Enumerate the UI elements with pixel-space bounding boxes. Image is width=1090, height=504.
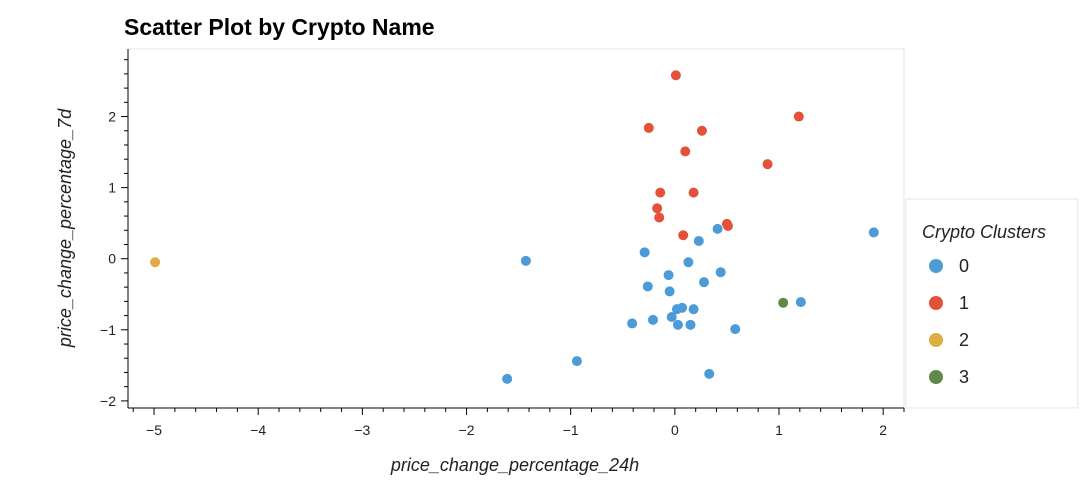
x-tick-label: −4 <box>250 422 266 438</box>
data-point-cluster-1 <box>678 230 689 241</box>
data-point-cluster-1 <box>654 212 665 223</box>
data-point-cluster-1 <box>680 146 691 157</box>
legend-title: Crypto Clusters <box>922 222 1046 242</box>
y-tick-label: −2 <box>100 393 116 409</box>
x-tick-label: −1 <box>563 422 579 438</box>
data-point-cluster-0 <box>502 373 513 384</box>
x-axis-label: price_change_percentage_24h <box>390 455 639 475</box>
data-point-cluster-1 <box>655 187 666 198</box>
y-tick-label: −1 <box>100 322 116 338</box>
axes: −5 −4 −3 −2 −1 0 1 2 −2 −1 0 1 2 <box>100 49 905 438</box>
data-point-cluster-0 <box>730 324 741 335</box>
data-point-cluster-0 <box>639 247 650 258</box>
legend-marker-cluster-1 <box>929 296 943 310</box>
data-point-cluster-3 <box>778 297 789 308</box>
data-point-cluster-0 <box>693 235 704 246</box>
data-point-cluster-0 <box>520 255 531 266</box>
plot-frame <box>127 48 905 409</box>
legend-label-cluster-1: 1 <box>959 293 969 313</box>
data-point-cluster-0 <box>685 319 696 330</box>
legend-marker-cluster-2 <box>929 333 943 347</box>
data-point-cluster-0 <box>683 257 694 268</box>
x-tick-label: 2 <box>879 422 887 438</box>
data-point-cluster-1 <box>793 111 804 122</box>
x-tick-label: 1 <box>775 422 783 438</box>
data-point-cluster-1 <box>652 203 663 214</box>
legend-label-cluster-2: 2 <box>959 330 969 350</box>
legend-marker-cluster-3 <box>929 370 943 384</box>
legend-items: 0 1 2 3 <box>929 256 969 387</box>
y-tick-label: 2 <box>108 109 116 125</box>
x-ticks: −5 −4 −3 −2 −1 0 1 2 <box>132 408 905 438</box>
data-point-cluster-0 <box>672 319 683 330</box>
y-tick-label: 1 <box>108 180 116 196</box>
y-tick-label: 0 <box>108 251 116 267</box>
chart-title: Scatter Plot by Crypto Name <box>124 14 435 40</box>
data-point-cluster-0 <box>627 318 638 329</box>
x-tick-label: −2 <box>459 422 475 438</box>
x-tick-label: −5 <box>146 422 162 438</box>
y-ticks: −2 −1 0 1 2 <box>100 59 128 409</box>
x-tick-label: −3 <box>354 422 370 438</box>
data-points <box>150 70 879 384</box>
data-point-cluster-0 <box>642 281 653 292</box>
data-point-cluster-0 <box>704 368 715 379</box>
data-point-cluster-0 <box>664 286 675 297</box>
data-point-cluster-2 <box>150 257 161 268</box>
data-point-cluster-0 <box>688 304 699 315</box>
data-point-cluster-0 <box>795 297 806 308</box>
data-point-cluster-1 <box>696 125 707 136</box>
data-point-cluster-0 <box>868 227 879 238</box>
data-point-cluster-0 <box>647 314 658 325</box>
data-point-cluster-0 <box>666 312 677 323</box>
data-point-cluster-1 <box>722 221 733 232</box>
data-point-cluster-1 <box>643 122 654 133</box>
legend-marker-cluster-0 <box>929 259 943 273</box>
data-point-cluster-0 <box>699 277 710 288</box>
legend-label-cluster-3: 3 <box>959 367 969 387</box>
data-point-cluster-0 <box>571 356 582 367</box>
x-tick-label: 0 <box>671 422 679 438</box>
legend-label-cluster-0: 0 <box>959 256 969 276</box>
data-point-cluster-0 <box>715 267 726 278</box>
data-point-cluster-0 <box>712 223 723 234</box>
data-point-cluster-1 <box>688 187 699 198</box>
data-point-cluster-0 <box>671 304 682 315</box>
data-point-cluster-1 <box>670 70 681 81</box>
data-point-cluster-0 <box>663 270 674 281</box>
y-axis-label: price_change_percentage_7d <box>55 108 75 348</box>
legend: Crypto Clusters 0 1 2 3 <box>905 198 1079 409</box>
data-point-cluster-1 <box>762 159 773 170</box>
